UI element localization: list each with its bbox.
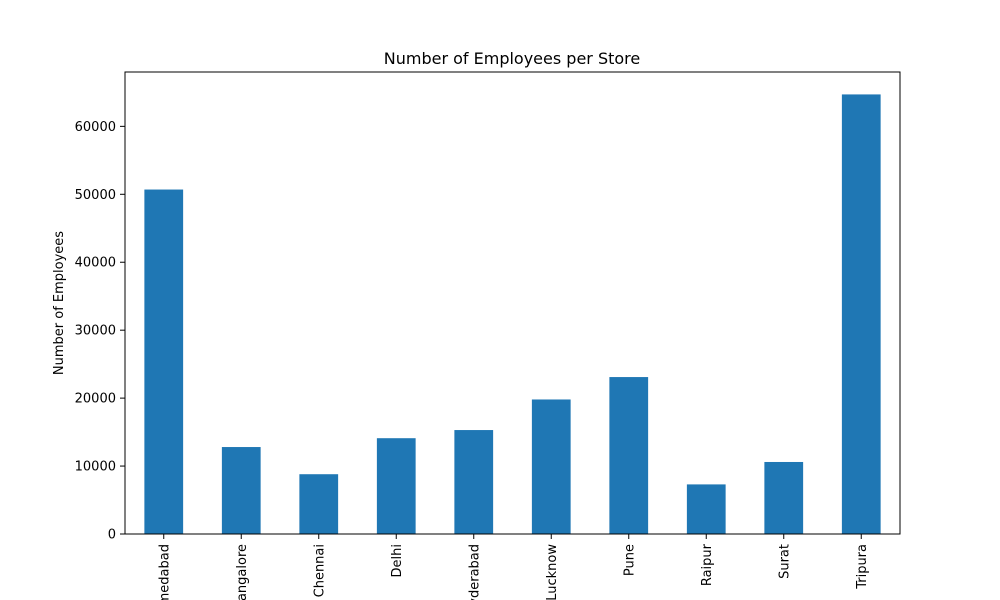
- y-tick-label: 30000: [75, 324, 116, 339]
- axes-frame: [124, 71, 901, 535]
- x-tick-label: Pune: [622, 544, 637, 576]
- x-tick-label: Ahmedabad: [157, 544, 172, 600]
- y-axis-label: Number of Employees: [52, 231, 67, 375]
- y-tick-label: 40000: [75, 256, 116, 271]
- x-tick-label: Delhi: [390, 544, 405, 577]
- y-tick-label: 60000: [75, 120, 116, 135]
- y-tick-label: 50000: [75, 188, 116, 203]
- bar-tripura: [841, 94, 881, 535]
- x-tick-label: Lucknow: [545, 544, 560, 600]
- plot-area: 0 10000 20000 30000 40000 50000 60000 Ahmedabad…: [75, 71, 901, 600]
- x-tick-label: Tripura: [855, 544, 870, 590]
- bar-ahmedabad: [144, 189, 184, 535]
- y-tick-label: 0: [108, 528, 116, 543]
- bar-raipur: [686, 484, 726, 534]
- x-tick-label: Bangalore: [235, 544, 250, 600]
- bar-bangalore: [221, 447, 261, 534]
- x-tick-label: Chennai: [312, 544, 327, 597]
- bar-delhi: [376, 438, 416, 534]
- bar-pune: [609, 377, 649, 534]
- x-tick-label: Surat: [777, 544, 792, 579]
- y-tick-label: 20000: [75, 392, 116, 407]
- bar-hyderabad: [454, 430, 494, 534]
- bar-lucknow: [531, 399, 571, 534]
- y-tick-label: 10000: [75, 460, 116, 475]
- bar-chennai: [299, 474, 339, 534]
- x-tick-label: Hyderabad: [467, 544, 482, 600]
- chart-title: Number of Employees per Store: [384, 49, 640, 68]
- bar-surat: [764, 461, 804, 534]
- x-tick-label: Raipur: [700, 543, 715, 586]
